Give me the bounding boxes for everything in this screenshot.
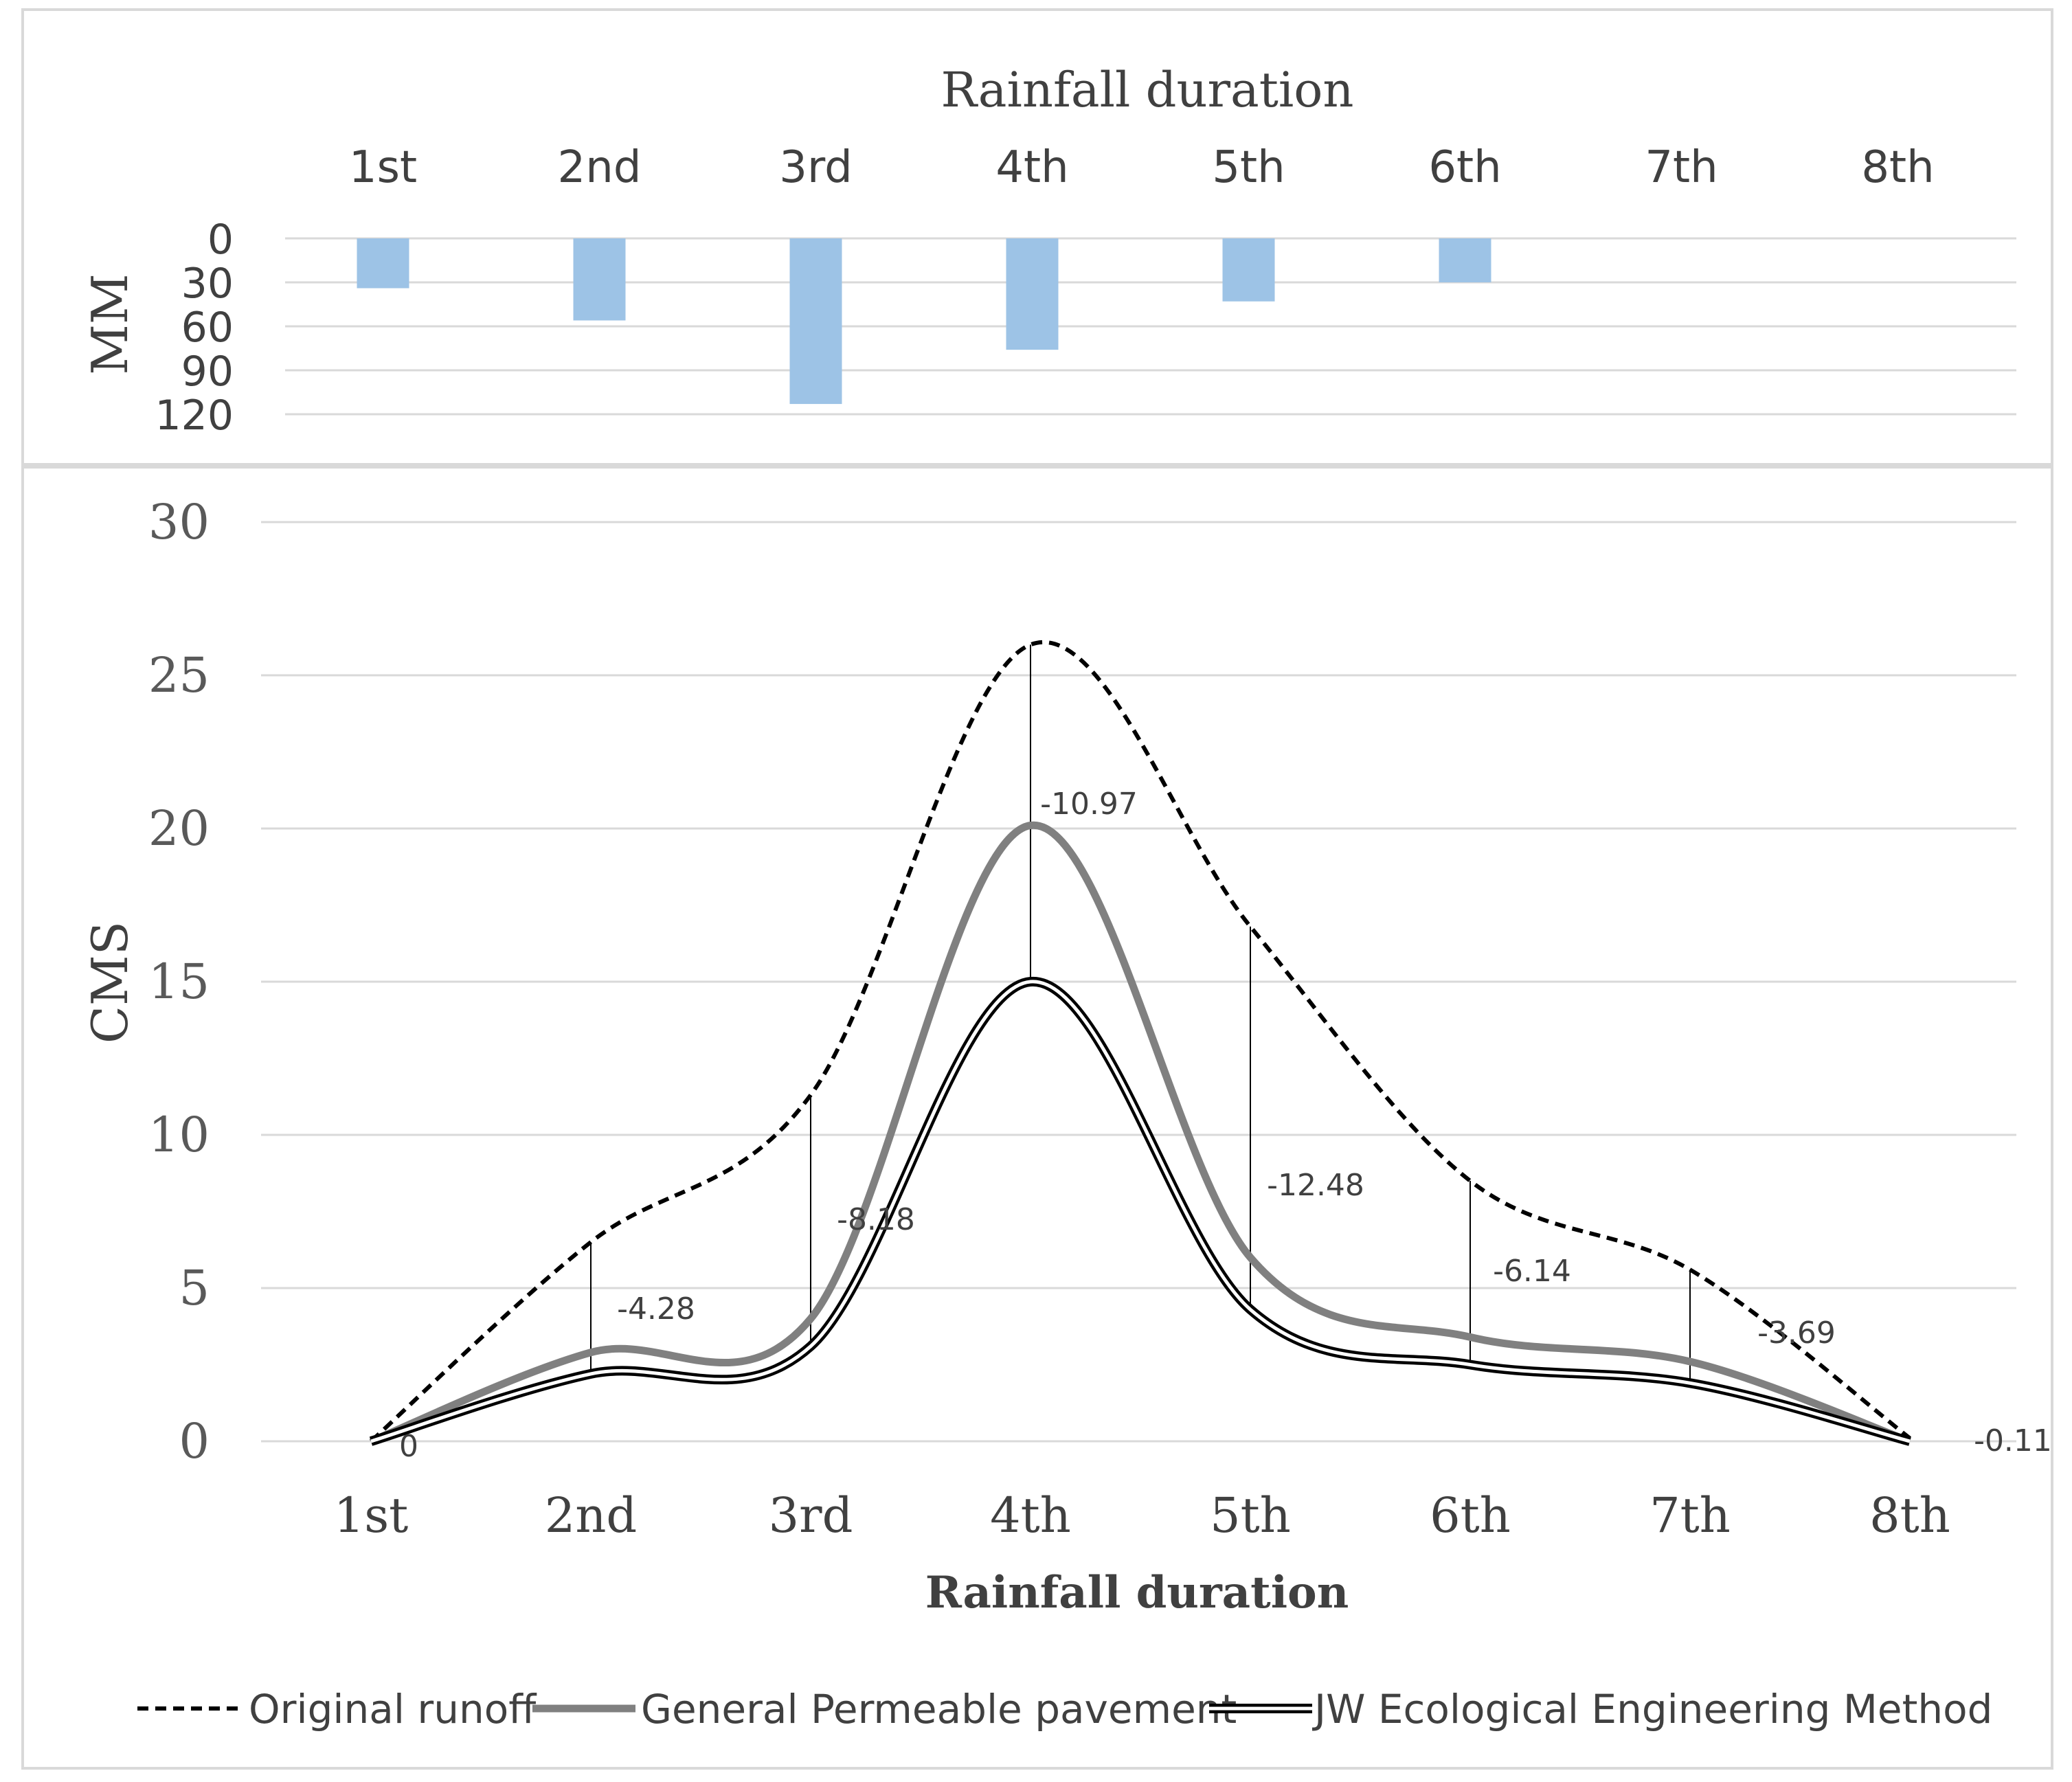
line-y-tick-label: 25 bbox=[148, 647, 210, 703]
line-x-tick-label: 6th bbox=[1430, 1487, 1511, 1544]
line-x-tick-label: 3rd bbox=[769, 1487, 853, 1544]
difference-label: -6.14 bbox=[1493, 1254, 1571, 1289]
rainfall-bar bbox=[1006, 238, 1059, 350]
line-series bbox=[369, 640, 1911, 1446]
permeable-pavement-line bbox=[369, 821, 1911, 1445]
rainfall-bar bbox=[573, 238, 626, 321]
difference-label: -4.28 bbox=[617, 1292, 695, 1327]
bar-y-tick-label: 60 bbox=[181, 304, 234, 352]
line-x-tick-label: 7th bbox=[1649, 1487, 1731, 1544]
bar-y-tick-label: 120 bbox=[155, 392, 234, 440]
difference-label: -0.11 bbox=[1974, 1423, 2052, 1458]
line-y-tick-label: 30 bbox=[148, 494, 210, 550]
difference-label: -12.48 bbox=[1267, 1168, 1364, 1203]
bar-x-tick-label: 4th bbox=[995, 142, 1068, 193]
rainfall-bar bbox=[789, 238, 842, 405]
legend-label: General Permeable pavement bbox=[641, 1686, 1237, 1733]
bar-x-tick-label: 6th bbox=[1428, 142, 1501, 193]
bar-x-tick-label: 2nd bbox=[558, 142, 642, 193]
bar-series bbox=[357, 238, 1491, 405]
line-y-tick-label: 5 bbox=[179, 1260, 210, 1316]
bar-chart-title: Rainfall duration bbox=[941, 62, 1353, 118]
difference-label: -8.18 bbox=[837, 1202, 915, 1237]
runoff-line-chart: CMS Rainfall duration 0 5 10 15 20 25 30 1st 2n… bbox=[81, 494, 2052, 1619]
difference-label: 0 bbox=[399, 1429, 418, 1464]
legend-label: Original runoff bbox=[249, 1686, 537, 1733]
bar-x-tick-label: 8th bbox=[1861, 142, 1934, 193]
line-x-tick-label: 2nd bbox=[545, 1487, 637, 1544]
bar-y-tick-label: 30 bbox=[181, 260, 234, 308]
rainfall-bar bbox=[1439, 238, 1491, 282]
line-x-tick-labels: 1st 2nd 3rd 4th 5th 6th 7th 8th bbox=[334, 1487, 1950, 1544]
line-y-tick-label: 15 bbox=[148, 954, 210, 1010]
bar-y-axis-label: MM bbox=[81, 273, 139, 374]
line-y-tick-label: 10 bbox=[148, 1107, 210, 1163]
line-y-axis-label: CMS bbox=[81, 921, 139, 1044]
line-x-tick-label: 4th bbox=[990, 1487, 1071, 1544]
bar-x-tick-label: 7th bbox=[1645, 142, 1718, 193]
bar-y-tick-label: 0 bbox=[207, 216, 234, 264]
jw-method-line-inner bbox=[370, 980, 1911, 1443]
line-y-tick-label: 0 bbox=[179, 1413, 210, 1469]
bar-x-tick-label: 5th bbox=[1212, 142, 1285, 193]
line-x-tick-label: 8th bbox=[1869, 1487, 1950, 1544]
line-x-tick-label: 5th bbox=[1210, 1487, 1291, 1544]
bar-x-tick-labels: 1st 2nd 3rd 4th 5th 6th 7th 8th bbox=[349, 142, 1935, 193]
difference-label: -10.97 bbox=[1040, 787, 1138, 822]
legend: Original runoff General Permeable pavemen… bbox=[137, 1686, 1992, 1733]
line-y-tick-labels: 0 5 10 15 20 25 30 bbox=[148, 494, 210, 1469]
difference-label: -3.69 bbox=[1757, 1316, 1836, 1351]
difference-labels: 0 -4.28 -8.18 -10.97 -12.48 -6.14 -3.69 -0.11 bbox=[399, 787, 2052, 1464]
line-gridlines bbox=[261, 521, 2016, 1443]
line-x-axis-label: Rainfall duration bbox=[925, 1567, 1349, 1619]
bar-y-tick-label: 90 bbox=[181, 348, 234, 396]
line-y-tick-label: 20 bbox=[148, 800, 210, 857]
rainfall-bar bbox=[1222, 238, 1275, 302]
bar-x-tick-label: 3rd bbox=[779, 142, 853, 193]
rainfall-bar bbox=[357, 238, 409, 289]
bar-x-tick-label: 1st bbox=[349, 142, 417, 193]
line-x-tick-label: 1st bbox=[334, 1487, 409, 1544]
legend-label: JW Ecological Engineering Method bbox=[1312, 1686, 1992, 1733]
